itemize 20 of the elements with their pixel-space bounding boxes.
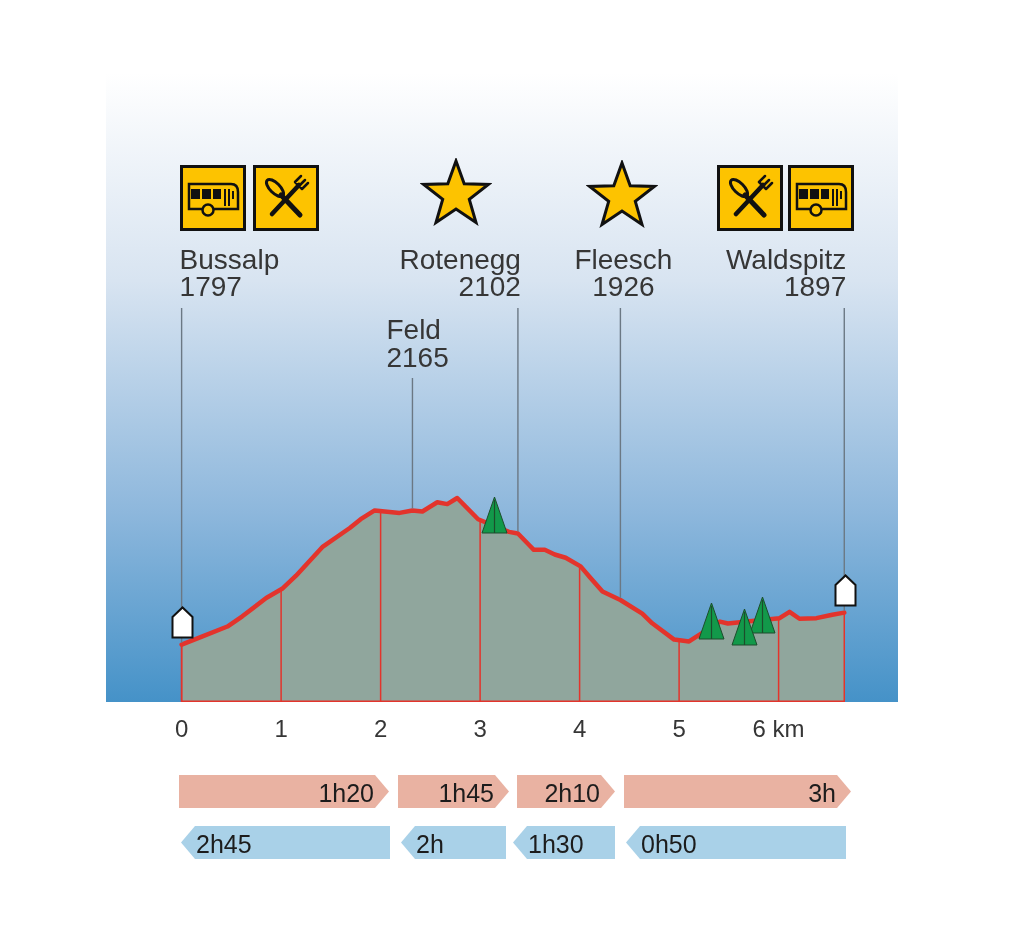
annotation: Rotenegg 2102 bbox=[399, 244, 521, 302]
annotation: Waldspitz 1897 bbox=[725, 244, 847, 302]
x-tick-label: 6 km bbox=[752, 715, 805, 743]
annotation: Bussalp 1797 bbox=[179, 244, 280, 302]
x-tick-label: 3 bbox=[473, 715, 487, 743]
x-tick-label: 0 bbox=[174, 715, 189, 743]
x-tick-label: 4 bbox=[572, 715, 587, 743]
text: 2h45 bbox=[196, 829, 253, 860]
x-tick-label: 1 bbox=[274, 715, 288, 743]
text: 0h50 bbox=[641, 829, 698, 860]
text: 3h bbox=[807, 778, 836, 809]
text: 1h30 bbox=[528, 829, 585, 860]
annotation: Feld 2165 bbox=[386, 314, 449, 373]
x-tick-label: 5 bbox=[672, 715, 686, 743]
text: 2h10 bbox=[543, 778, 600, 809]
x-tick-label: 2 bbox=[373, 715, 388, 743]
annotation: Fleesch 1926 bbox=[574, 244, 673, 302]
text: 2h bbox=[416, 829, 445, 860]
text: 1h20 bbox=[317, 778, 374, 809]
text: 1h45 bbox=[437, 778, 494, 809]
